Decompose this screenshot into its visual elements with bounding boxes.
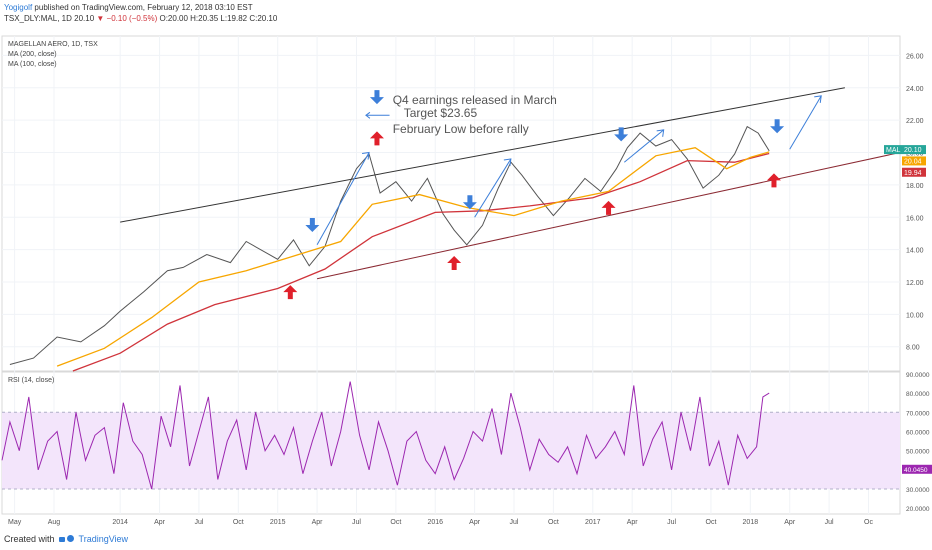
symbol-info: TSX_DLY:MAL, 1D 20.10 ▼ −0.10 (−0.5%) O:… xyxy=(4,14,277,23)
price-axis-tick: 24.00 xyxy=(906,86,924,93)
time-axis-tick: Jul xyxy=(667,519,676,526)
time-axis-tick: Oct xyxy=(548,519,559,526)
price-label-box xyxy=(902,156,926,166)
time-axis-tick: Jul xyxy=(194,519,203,526)
rsi-axis-tick: 60.0000 xyxy=(906,429,930,436)
trendline-projection xyxy=(789,95,822,150)
price-label-box xyxy=(902,145,926,155)
trendline-rally-3 xyxy=(623,129,665,163)
arrow-down-icon xyxy=(770,119,785,134)
price-axis-tick: 18.00 xyxy=(906,183,924,190)
price-legend-entry: MAGELLAN AERO, 1D, TSX xyxy=(8,41,98,48)
time-axis-tick: Oct xyxy=(233,519,244,526)
series-line-1 xyxy=(72,152,770,372)
legend-arrow-up-icon xyxy=(369,131,384,146)
price-axis-tick: 26.00 xyxy=(906,53,924,60)
time-axis-tick: Aug xyxy=(48,519,61,526)
time-axis-tick: 2016 xyxy=(427,519,443,526)
price-legend-entry: MA (200, close) xyxy=(8,51,57,58)
footer: Created with TradingView xyxy=(4,534,128,544)
price-axis-tick: 8.00 xyxy=(906,345,920,352)
rsi-legend-entry: RSI (14, close) xyxy=(8,377,54,384)
time-axis-tick: 2017 xyxy=(585,519,601,526)
rsi-line xyxy=(1,381,770,490)
arrow-up-icon xyxy=(766,173,781,188)
created-with-label: Created with xyxy=(4,534,55,544)
publish-info: Yogigolf published on TradingView.com, F… xyxy=(4,3,253,12)
time-axis-tick: Oc xyxy=(864,519,873,526)
trendline-arrowhead xyxy=(362,151,370,160)
time-axis-tick: Apr xyxy=(784,519,796,526)
price-label: 19.94 xyxy=(904,170,922,177)
annotation-text: Target $23.65 xyxy=(404,106,478,120)
publish-date: published on TradingView.com, February 1… xyxy=(34,3,253,12)
rsi-axis-tick: 80.0000 xyxy=(906,391,930,398)
chart-area[interactable]: 26.0024.0022.0020.0018.0016.0014.0012.00… xyxy=(0,30,932,534)
time-axis-tick: Apr xyxy=(312,519,324,526)
trendline-rally-1 xyxy=(316,152,370,246)
tradingview-logo-icon xyxy=(58,534,75,544)
time-axis-tick: Jul xyxy=(352,519,361,526)
time-axis-tick: Apr xyxy=(627,519,639,526)
chart-header: Yogigolf published on TradingView.com, F… xyxy=(0,0,932,30)
trendline-upper-channel xyxy=(120,87,845,223)
tradingview-link[interactable]: TradingView xyxy=(78,534,129,544)
trendline-rally-2 xyxy=(474,158,512,218)
time-axis-tick: Jul xyxy=(510,519,519,526)
last-price: 20.10 xyxy=(74,14,95,23)
price-label: 20.10 xyxy=(904,147,922,154)
price-pane-frame xyxy=(1,35,901,372)
price-label: MAL xyxy=(886,147,901,154)
arrow-up-icon xyxy=(601,200,616,215)
arrow-down-icon xyxy=(462,195,477,210)
ohlc-values: O:20.00 H:20.35 L:19.82 C:20.10 xyxy=(159,14,278,23)
rsi-axis-tick: 20.0000 xyxy=(906,506,930,513)
price-axis-tick: 12.00 xyxy=(906,280,924,287)
rsi-last-value: 40.0450 xyxy=(904,467,928,474)
rsi-band xyxy=(2,412,900,490)
price-label: 20.04 xyxy=(904,158,922,165)
trendline-arrowhead xyxy=(814,95,822,103)
time-axis-tick: Jul xyxy=(825,519,834,526)
legend-left-arrow-icon xyxy=(365,111,371,119)
rsi-axis-tick: 70.0000 xyxy=(906,410,930,417)
time-axis-tick: Oct xyxy=(390,519,401,526)
annotation-text: Q4 earnings released in March xyxy=(393,93,557,107)
arrow-down-icon xyxy=(305,217,320,232)
arrow-up-icon xyxy=(283,285,298,300)
trendline-arrowhead xyxy=(503,158,512,167)
price-axis-tick: 16.00 xyxy=(906,215,924,222)
time-axis-tick: May xyxy=(8,519,22,526)
rsi-last-value-box xyxy=(902,464,932,474)
time-axis-tick: 2015 xyxy=(270,519,286,526)
rsi-axis-tick: 30.0000 xyxy=(906,487,930,494)
rsi-axis-tick: 90.0000 xyxy=(906,372,930,379)
trendline-arrowhead xyxy=(656,129,665,137)
author-link[interactable]: Yogigolf xyxy=(4,3,33,12)
arrow-up-icon xyxy=(447,255,462,270)
price-change: ▼ −0.10 (−0.5%) xyxy=(96,14,158,23)
time-axis-tick: 2018 xyxy=(743,519,759,526)
price-legend-entry: MA (100, close) xyxy=(8,61,57,68)
legend-arrow-down-icon xyxy=(369,90,384,105)
price-axis-tick: 22.00 xyxy=(906,118,924,125)
price-label-box xyxy=(902,167,926,177)
trendline-lower-channel xyxy=(316,152,901,280)
price-label-box xyxy=(884,145,902,155)
annotation-text: February Low before rally xyxy=(393,122,529,136)
time-axis-tick: Apr xyxy=(154,519,166,526)
series-line-0 xyxy=(9,125,770,365)
symbol-label: TSX_DLY:MAL, 1D xyxy=(4,14,72,23)
series-line-2 xyxy=(56,147,770,367)
time-axis-tick: Apr xyxy=(469,519,481,526)
arrow-down-icon xyxy=(614,127,629,142)
time-axis-tick: 2014 xyxy=(112,519,128,526)
rsi-axis-tick: 50.0000 xyxy=(906,449,930,456)
price-axis-tick: 10.00 xyxy=(906,312,924,319)
time-axis-tick: Oct xyxy=(706,519,717,526)
price-axis-tick: 14.00 xyxy=(906,248,924,255)
